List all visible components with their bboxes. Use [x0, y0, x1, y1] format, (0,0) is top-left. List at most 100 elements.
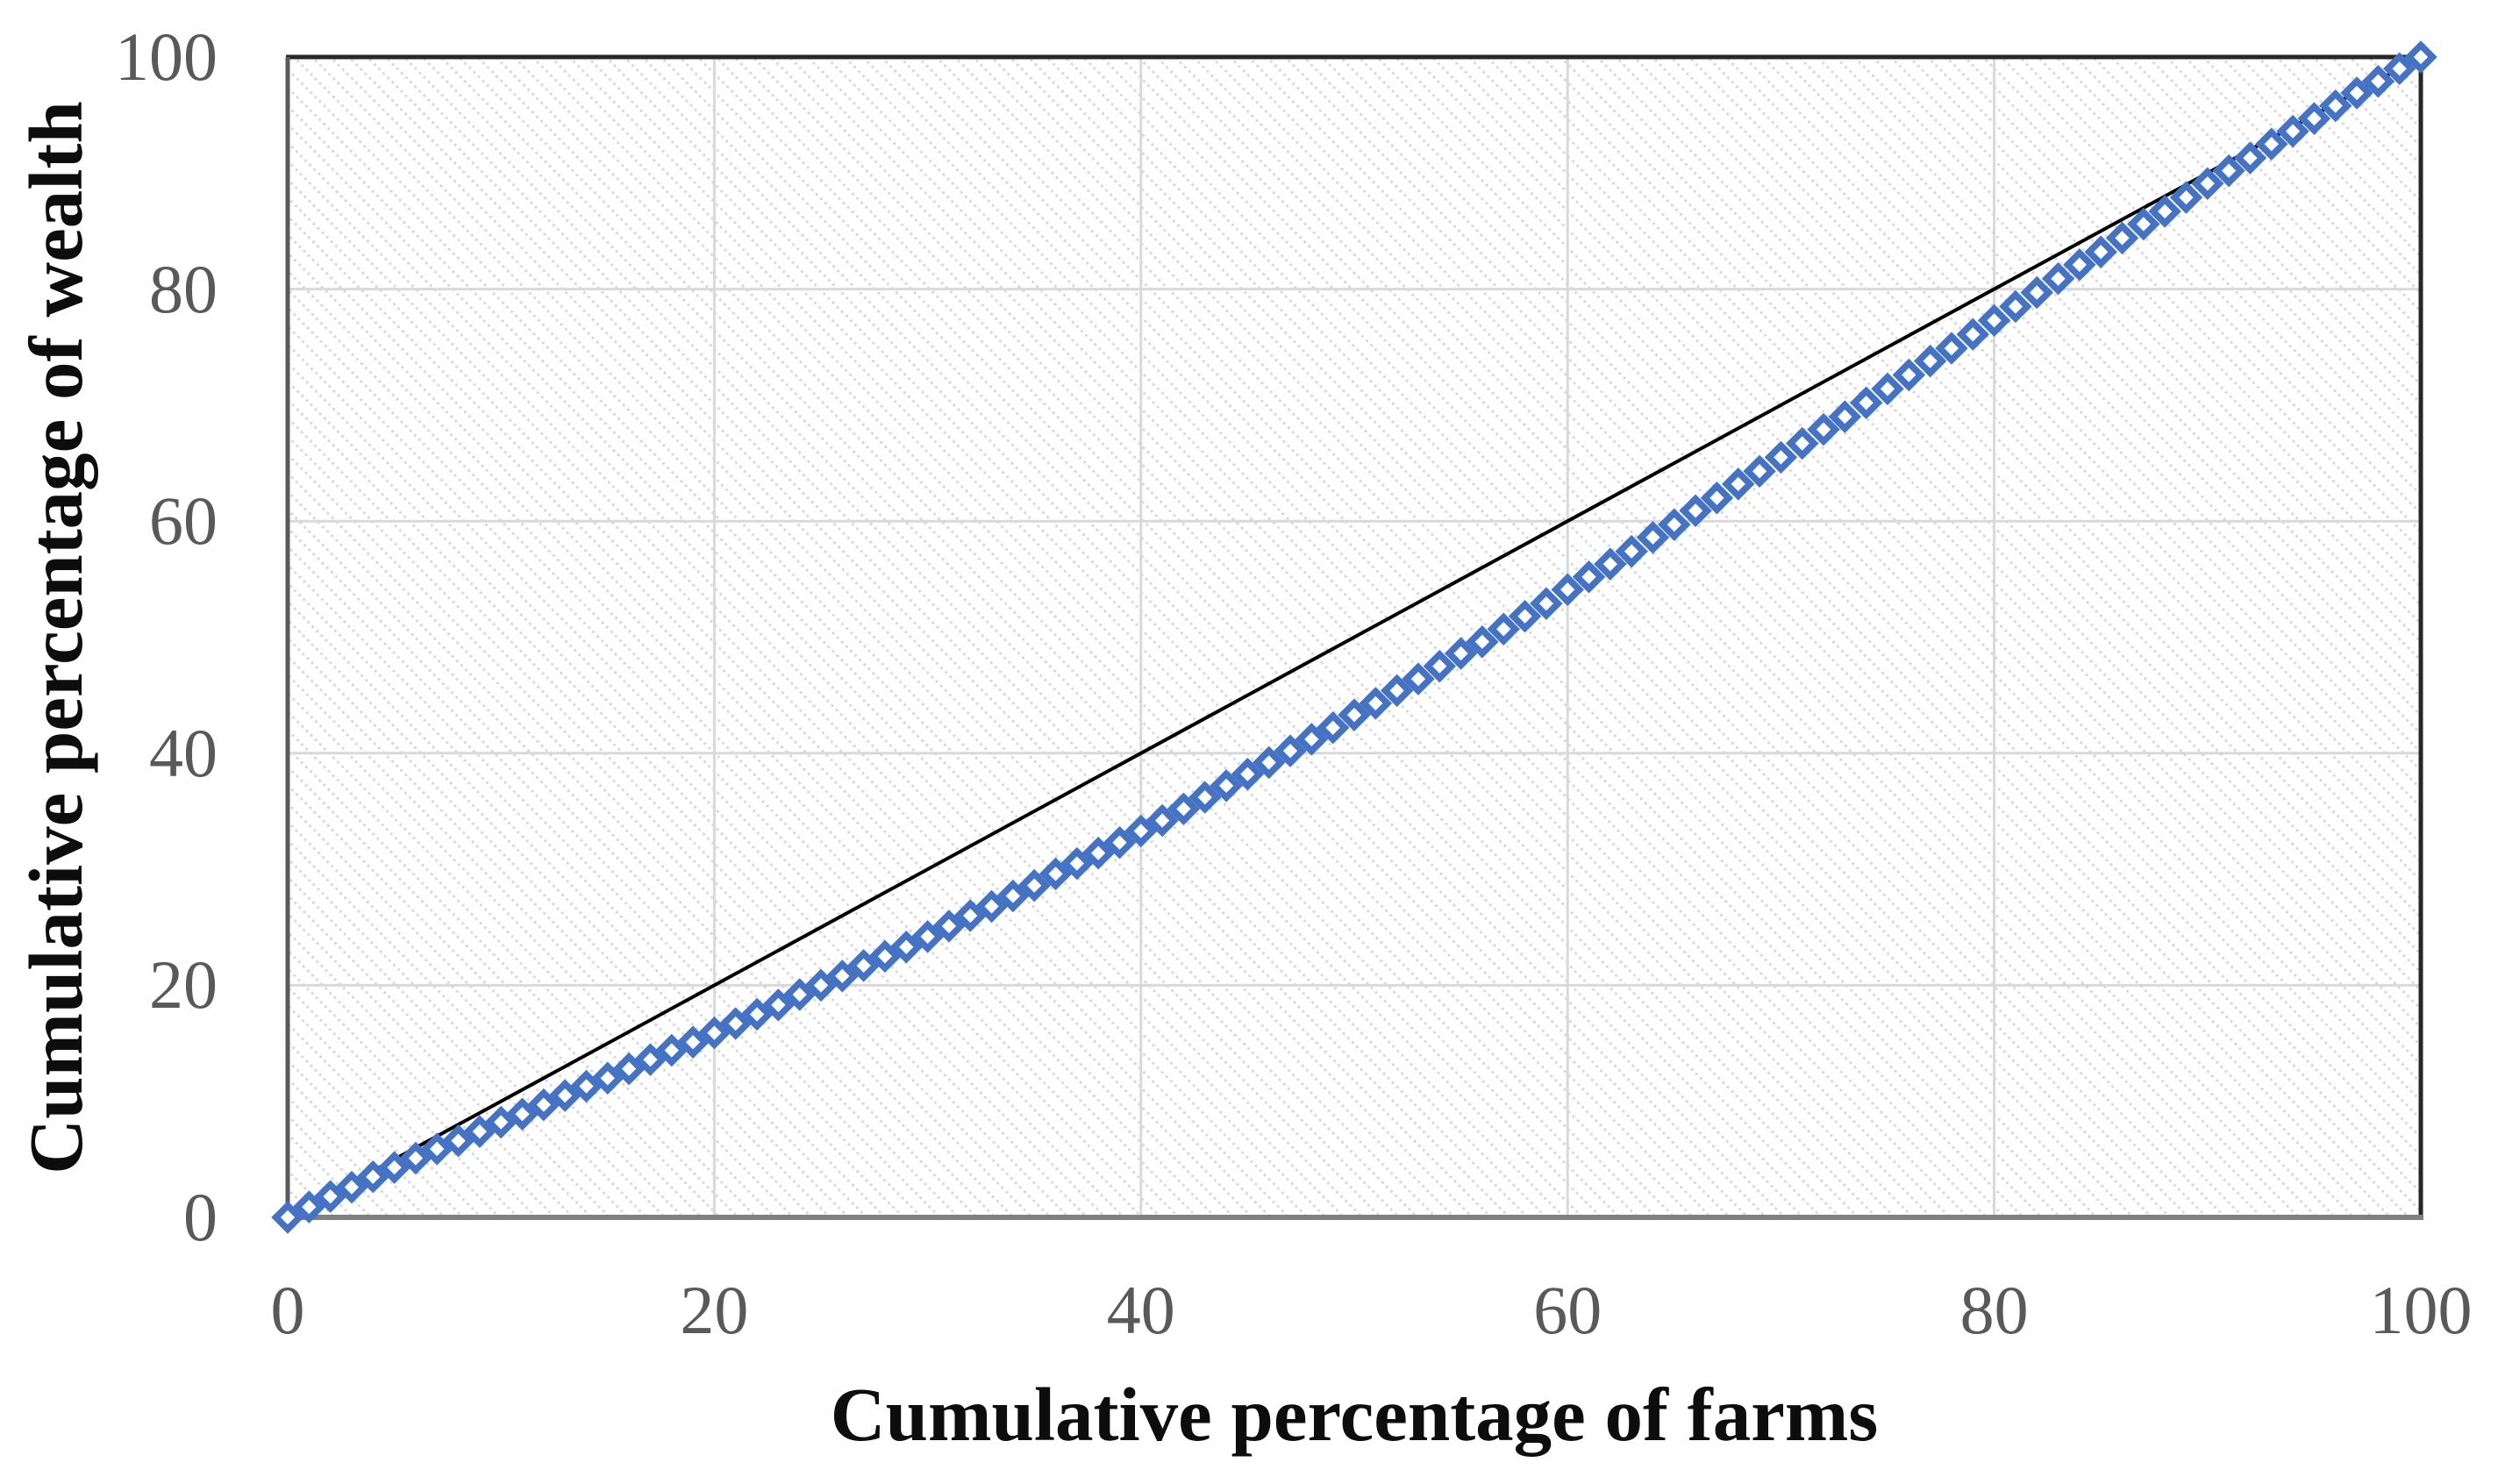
lorenz-marker — [313, 1180, 347, 1213]
y-tick-label: 60 — [149, 482, 218, 560]
lorenz-marker — [2340, 76, 2373, 110]
x-axis-title: Cumulative percentage of farms — [830, 1372, 1879, 1457]
equality-line — [287, 55, 2422, 1219]
lorenz-marker — [846, 949, 881, 982]
lorenz-marker — [271, 1201, 304, 1234]
lorenz-marker — [1167, 792, 1201, 826]
lorenz-marker — [2233, 141, 2267, 175]
lorenz-marker — [1487, 612, 1520, 646]
lorenz-marker — [1316, 710, 1350, 745]
lorenz-marker — [953, 899, 987, 932]
lorenz-marker — [1188, 781, 1222, 814]
lorenz-marker — [1338, 698, 1371, 731]
lorenz-marker — [1252, 746, 1286, 780]
lorenz-marker — [484, 1105, 517, 1139]
lorenz-marker — [2318, 89, 2352, 123]
lorenz-marker — [569, 1069, 603, 1103]
lorenz-marker — [1999, 289, 2032, 324]
lorenz-marker — [377, 1151, 411, 1184]
lorenz-marker — [1017, 868, 1051, 903]
lorenz-marker — [1956, 317, 1990, 351]
lorenz-marker — [1594, 547, 1627, 581]
lorenz-marker — [633, 1043, 667, 1076]
lorenz-marker — [2382, 52, 2416, 85]
lorenz-marker — [441, 1124, 475, 1158]
x-tick-label: 80 — [1959, 1272, 2029, 1348]
y-tick-label: 0 — [183, 1179, 218, 1255]
lorenz-marker — [2361, 65, 2395, 98]
lorenz-marker — [1658, 508, 1691, 541]
y-axis-title: Cumulative percentage of wealth — [13, 101, 98, 1174]
lorenz-marker — [591, 1061, 624, 1095]
lorenz-marker — [1722, 467, 1755, 501]
x-tick-label: 0 — [270, 1272, 305, 1348]
lorenz-marker — [1913, 344, 1947, 378]
y-tick-label: 100 — [115, 18, 218, 95]
lorenz-marker — [2063, 248, 2096, 282]
lorenz-marker — [676, 1025, 710, 1059]
y-tick-label: 80 — [149, 250, 218, 327]
lorenz-marker — [868, 939, 902, 974]
lorenz-marker — [825, 960, 860, 993]
lorenz-marker — [2084, 235, 2117, 269]
x-tick-label: 20 — [680, 1272, 749, 1348]
lorenz-marker — [1295, 723, 1329, 756]
lorenz-marker — [2169, 181, 2203, 214]
lorenz-marker — [1572, 560, 1606, 594]
lorenz-marker — [1977, 303, 2011, 338]
lorenz-marker — [1103, 825, 1137, 860]
lorenz-marker — [1231, 757, 1265, 791]
lorenz-marker — [527, 1088, 560, 1122]
lorenz-marker — [782, 978, 817, 1011]
lorenz-marker — [740, 997, 774, 1031]
lorenz-marker — [697, 1016, 732, 1050]
lorenz-marker — [292, 1190, 326, 1224]
lorenz-marker — [2191, 167, 2224, 200]
lorenz-marker — [1700, 482, 1734, 515]
lorenz-marker — [1892, 358, 1926, 392]
lorenz-marker — [1849, 386, 1883, 419]
lorenz-marker — [1274, 734, 1307, 767]
lorenz-marker — [2127, 207, 2160, 241]
lorenz-marker — [910, 920, 945, 953]
y-tick-label: 20 — [149, 946, 218, 1024]
lorenz-marker — [1444, 637, 1478, 670]
lorenz-marker — [2276, 114, 2309, 148]
lorenz-marker — [2148, 195, 2181, 228]
lorenz-marker — [2041, 261, 2075, 296]
lorenz-marker — [1508, 599, 1542, 633]
lorenz-marker — [1935, 332, 1968, 365]
lorenz-marker — [718, 1007, 753, 1040]
lorenz-marker — [1828, 400, 1862, 433]
lorenz-marker — [996, 879, 1030, 913]
lorenz-marker — [420, 1132, 453, 1166]
lorenz-marker — [548, 1079, 582, 1112]
lorenz-marker — [804, 968, 838, 1002]
lorenz-marker — [655, 1033, 689, 1067]
lorenz-marker — [889, 931, 924, 964]
x-tick-label: 60 — [1533, 1272, 1602, 1348]
lorenz-marker — [1807, 412, 1840, 446]
lorenz-marker — [1785, 426, 1819, 460]
lorenz-marker — [1679, 494, 1712, 528]
x-tick-label: 40 — [1106, 1272, 1175, 1348]
lorenz-marker — [463, 1115, 496, 1148]
lorenz-marker — [1124, 814, 1158, 848]
lorenz-marker — [2255, 127, 2288, 161]
lorenz-marker — [1402, 662, 1435, 696]
lorenz-marker — [505, 1097, 539, 1131]
lorenz-marker — [761, 988, 796, 1022]
lorenz-marker — [356, 1159, 390, 1194]
x-tick-label: 100 — [2369, 1272, 2473, 1348]
lorenz-marker — [612, 1052, 646, 1086]
y-tick-label: 40 — [149, 714, 218, 791]
lorenz-marker — [1871, 372, 1904, 406]
lorenz-marker — [1466, 625, 1499, 659]
lorenz-marker — [1743, 454, 1776, 489]
lorenz-marker — [1615, 534, 1648, 568]
lorenz-marker — [974, 889, 1009, 924]
lorenz-marker — [335, 1170, 368, 1204]
lorenz-marker — [1764, 440, 1798, 474]
